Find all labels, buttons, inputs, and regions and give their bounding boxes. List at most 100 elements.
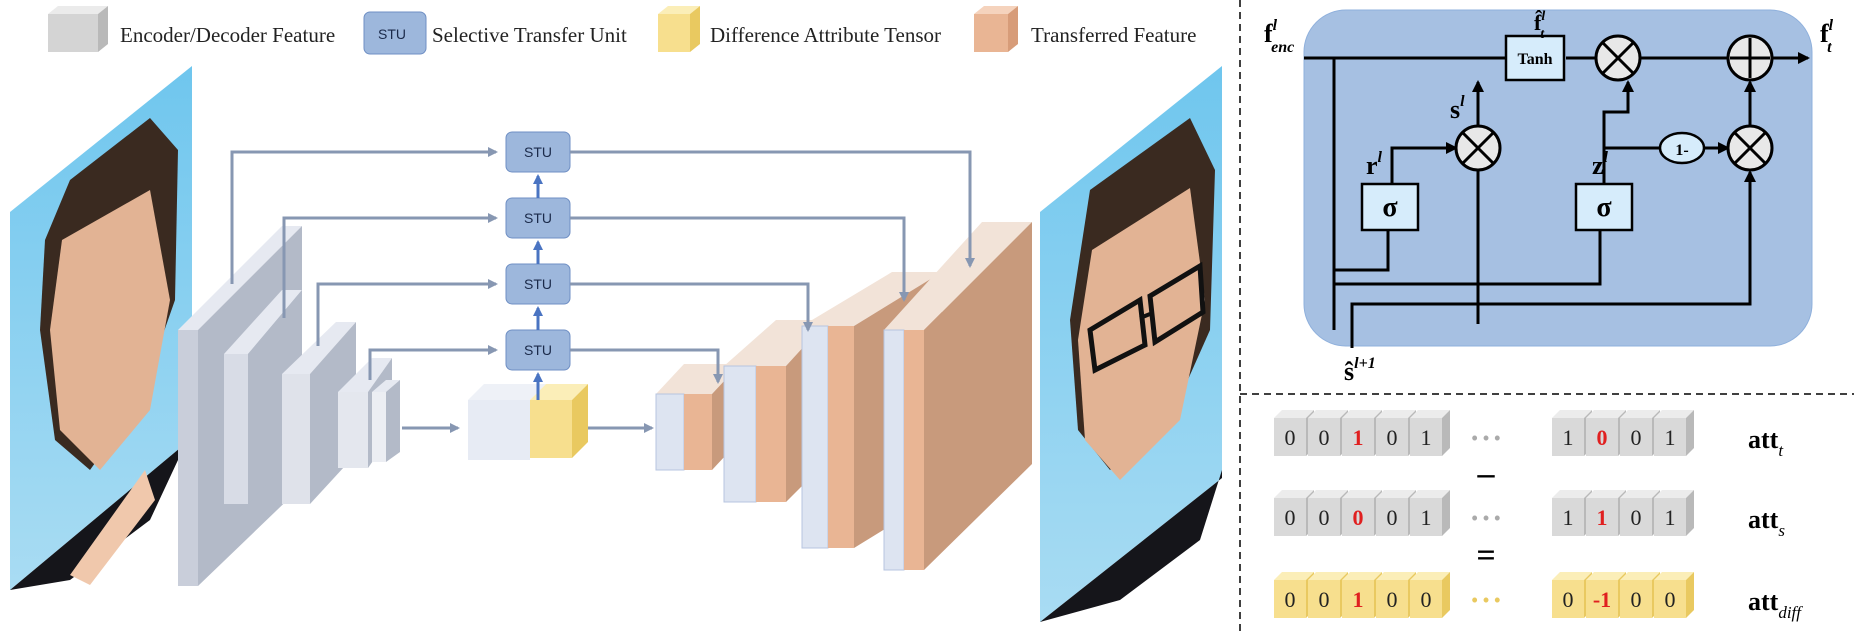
sigma-label-r: σ bbox=[1382, 192, 1398, 223]
att-cell-value: 0 bbox=[1597, 425, 1608, 450]
decoder-block-4 bbox=[883, 222, 1032, 571]
att-cell-value: 1 bbox=[1563, 425, 1574, 450]
bottleneck bbox=[402, 384, 654, 460]
stu-label: STU bbox=[524, 342, 552, 358]
skip-connections bbox=[230, 147, 975, 384]
sigma-label-z: σ bbox=[1596, 192, 1612, 223]
att-cell-value: 1 bbox=[1665, 425, 1676, 450]
att-cell: 1 bbox=[1654, 490, 1694, 536]
ellipsis-dots: • • • bbox=[1472, 428, 1501, 448]
multiply-node-s bbox=[1454, 124, 1502, 172]
att-cell-value: 0 bbox=[1387, 587, 1398, 612]
minus-sign: – bbox=[1477, 455, 1496, 492]
s-label: sl bbox=[1450, 93, 1465, 124]
s-hat-label: ŝl+1 bbox=[1344, 355, 1376, 386]
legend: Encoder/Decoder Feature STU Selective Tr… bbox=[48, 6, 1196, 55]
att-cell-value: 1 bbox=[1563, 505, 1574, 530]
decoder bbox=[655, 222, 1032, 571]
tanh-box bbox=[1504, 34, 1566, 82]
att-cell-value: 1 bbox=[1421, 425, 1432, 450]
att-cell-value: 0 bbox=[1285, 587, 1296, 612]
att-cell-value: -1 bbox=[1593, 587, 1611, 612]
add-node bbox=[1726, 34, 1774, 82]
glasses-lens-right bbox=[1147, 261, 1206, 347]
att-row-diff: 0 0 1 0 0 0 -1 0 0• • • attdiff bbox=[1274, 572, 1803, 622]
legend-encdec: Encoder/Decoder Feature bbox=[48, 6, 335, 52]
att-cell-value: 0 bbox=[1665, 587, 1676, 612]
r-label: rl bbox=[1366, 149, 1383, 180]
input-face-image bbox=[10, 66, 192, 590]
legend-encdec-label: Encoder/Decoder Feature bbox=[120, 23, 335, 47]
att-cell-value: 0 bbox=[1319, 587, 1330, 612]
att-row-s: 0 0 0 0 1 1 1 0 1• • • atts bbox=[1274, 490, 1785, 540]
att-cell: 1 bbox=[1410, 490, 1450, 536]
att-cell: 0 bbox=[1410, 572, 1450, 618]
multiply-node-top bbox=[1594, 34, 1642, 82]
att-label-t: attt bbox=[1748, 425, 1784, 460]
legend-transferred: Transferred Feature bbox=[974, 6, 1196, 52]
latent-feature bbox=[468, 400, 530, 460]
tanh-label: Tanh bbox=[1518, 51, 1553, 68]
legend-stu-badge: STU bbox=[378, 26, 406, 42]
att-cell-value: 0 bbox=[1353, 505, 1364, 530]
encoder bbox=[178, 226, 400, 586]
equals-sign: = bbox=[1476, 537, 1495, 574]
att-cell-value: 0 bbox=[1387, 425, 1398, 450]
att-cell-value: 0 bbox=[1421, 587, 1432, 612]
att-cell-value: 1 bbox=[1665, 505, 1676, 530]
stu-unit-4: STU bbox=[505, 329, 571, 371]
ellipsis-dots: • • • bbox=[1472, 508, 1501, 528]
stu-label: STU bbox=[524, 276, 552, 292]
att-cell-value: 0 bbox=[1319, 425, 1330, 450]
att-cell-value: 0 bbox=[1631, 505, 1642, 530]
legend-stu: STU Selective Transfer Unit bbox=[363, 11, 627, 55]
legend-diff-label: Difference Attribute Tensor bbox=[710, 23, 941, 47]
sigma-box-r bbox=[1360, 182, 1420, 232]
att-cell-value: 0 bbox=[1631, 425, 1642, 450]
att-cell-value: 0 bbox=[1387, 505, 1398, 530]
att-cell: 0 bbox=[1654, 572, 1694, 618]
att-cell: 0 bbox=[1620, 572, 1660, 618]
stu-label: STU bbox=[524, 144, 552, 160]
output-face-image bbox=[1040, 66, 1222, 622]
att-cell-value: 0 bbox=[1319, 505, 1330, 530]
att-label-diff: attdiff bbox=[1748, 587, 1803, 622]
att-label-s: atts bbox=[1748, 505, 1785, 540]
att-cell: 0 bbox=[1620, 490, 1660, 536]
att-row-t: 0 0 1 0 1 1 0 0 1• • • attt bbox=[1274, 410, 1784, 460]
att-cell-value: 0 bbox=[1285, 425, 1296, 450]
one-minus-label: 1- bbox=[1675, 142, 1688, 159]
stu-label: STU bbox=[524, 210, 552, 226]
legend-stu-label: Selective Transfer Unit bbox=[432, 23, 627, 47]
ellipsis-dots: • • • bbox=[1472, 590, 1501, 610]
att-cell-value: 0 bbox=[1285, 505, 1296, 530]
legend-transferred-label: Transferred Feature bbox=[1031, 23, 1196, 47]
sigma-box-z bbox=[1574, 182, 1634, 232]
att-cell-value: 0 bbox=[1563, 587, 1574, 612]
att-cell-value: 1 bbox=[1353, 425, 1364, 450]
att-cell-value: 1 bbox=[1353, 587, 1364, 612]
legend-diff: Difference Attribute Tensor bbox=[658, 6, 941, 52]
att-cell: 1 bbox=[1654, 410, 1694, 456]
stu-gate-panel bbox=[1303, 9, 1813, 347]
one-minus-node bbox=[1658, 131, 1706, 165]
stu-gate-diagram: Tanh σ σ 1- fl enc bbox=[1264, 9, 1834, 386]
stu-unit-2: STU bbox=[505, 197, 571, 239]
f-enc-label: fl enc bbox=[1264, 17, 1294, 56]
encoder-block-5 bbox=[372, 380, 400, 462]
f-t-label: fl t bbox=[1820, 17, 1834, 56]
stu-unit-1: STU bbox=[505, 131, 571, 173]
z-label: zl bbox=[1592, 149, 1609, 180]
stu-unit-3: STU bbox=[505, 263, 571, 305]
difference-attribute-tensor bbox=[530, 384, 588, 458]
att-cell-value: 0 bbox=[1631, 587, 1642, 612]
att-cell: -1 bbox=[1586, 572, 1626, 618]
f-hat-label: f̂l t bbox=[1534, 9, 1545, 42]
att-cell-value: 1 bbox=[1597, 505, 1608, 530]
glasses-lens-left bbox=[1087, 295, 1148, 374]
att-cell: 1 bbox=[1410, 410, 1450, 456]
encoder-block-2 bbox=[224, 290, 302, 504]
stu-column: STU STU STU STU bbox=[505, 131, 571, 400]
